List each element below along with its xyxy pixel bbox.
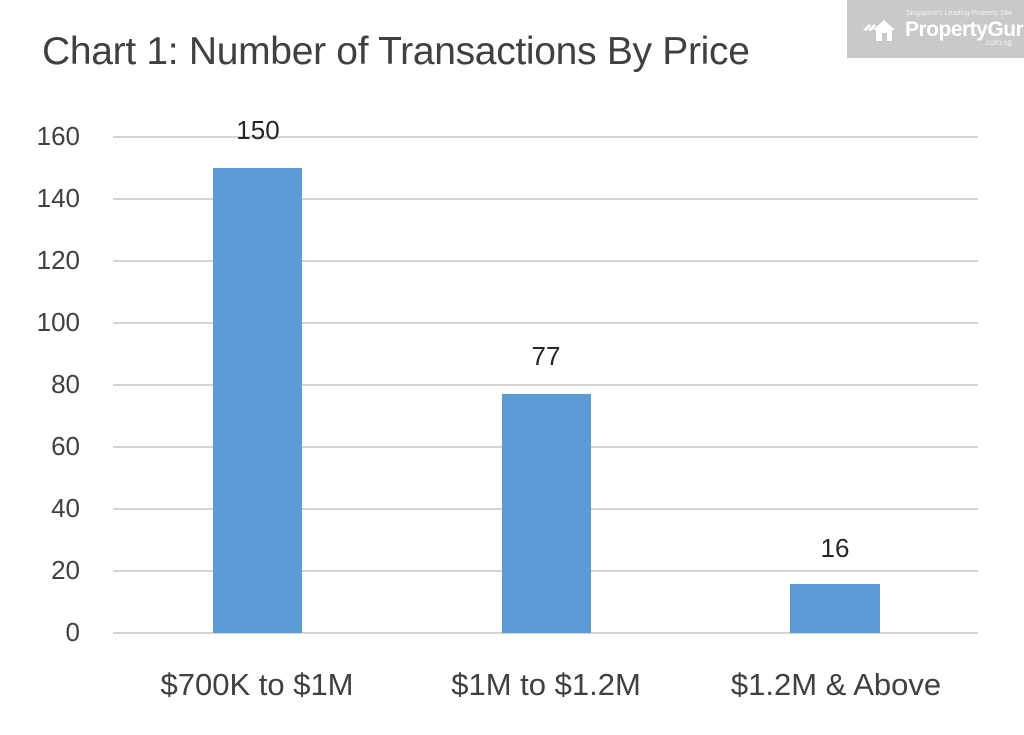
- gridline-120: [113, 260, 978, 262]
- gridline-160: [113, 136, 978, 138]
- x-tick: $1M to $1.2M: [451, 667, 641, 702]
- gridline-80: [113, 384, 978, 386]
- data-label: 150: [236, 115, 280, 145]
- watermark-tagline: Singapore's Leading Property Site: [905, 10, 1012, 17]
- propertyguru-watermark: Singapore's Leading Property Site Proper…: [847, 0, 1024, 58]
- bar-1m-to-1.2m: [502, 394, 591, 633]
- y-tick: 60: [51, 431, 80, 461]
- y-tick: 80: [51, 369, 80, 399]
- gridline-100: [113, 322, 978, 324]
- y-tick: 40: [51, 493, 80, 523]
- gridline-140: [113, 198, 978, 200]
- y-tick: 100: [36, 307, 80, 337]
- bar-1.2m-and-above: [790, 584, 880, 633]
- bar-700k-to-1m: [213, 168, 302, 633]
- watermark-brand: PropertyGuru: [905, 18, 1024, 41]
- y-tick: 20: [51, 555, 80, 585]
- x-tick: $700K to $1M: [160, 667, 354, 702]
- y-tick: 120: [36, 245, 80, 275]
- chart-title: Chart 1: Number of Transactions By Price: [42, 30, 750, 73]
- gridline-0: [113, 632, 978, 634]
- watermark-domain: .com.sg: [983, 38, 1012, 47]
- house-logo-icon: [863, 20, 895, 41]
- y-tick: 160: [36, 121, 80, 151]
- y-tick: 0: [65, 617, 80, 647]
- data-label: 16: [820, 533, 850, 563]
- data-label: 77: [531, 341, 561, 371]
- x-tick: $1.2M & Above: [730, 667, 942, 702]
- y-tick: 140: [36, 183, 80, 213]
